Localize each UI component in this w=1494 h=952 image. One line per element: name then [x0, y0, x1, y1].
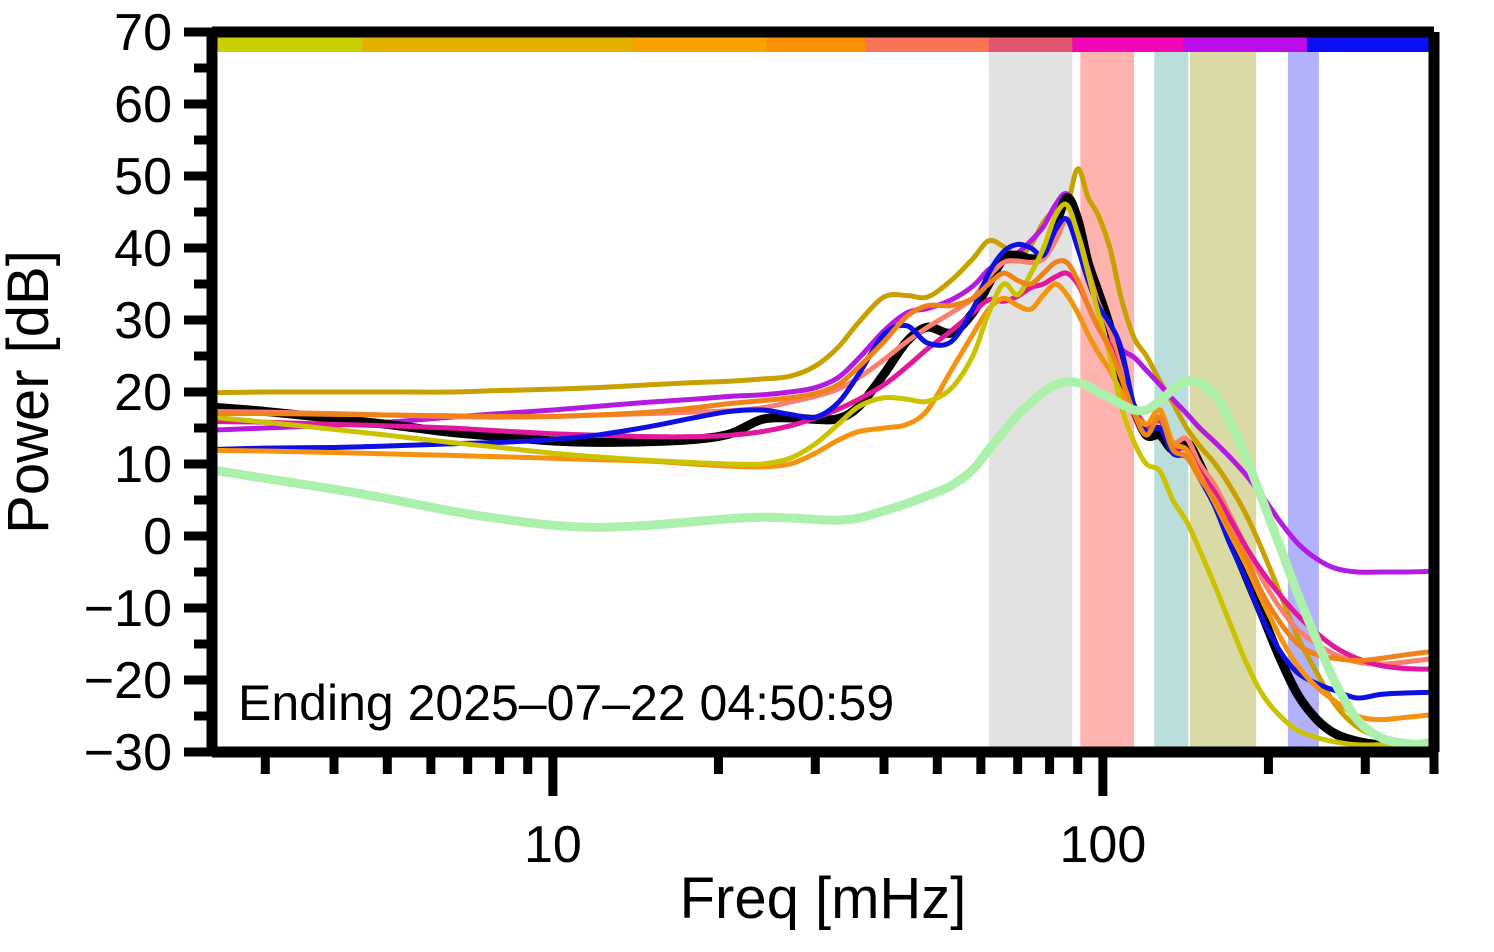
tick-labels-layer: −30 −20 −10 0 10 20 30 40 50 60 70 10 100	[84, 4, 1146, 874]
y-tick-label: 50	[114, 148, 172, 206]
series-blue	[209, 216, 1437, 701]
color-bar-segment-8	[1306, 37, 1435, 52]
color-bar-segment-2	[633, 37, 768, 52]
y-tick-label: 0	[143, 508, 172, 566]
top-color-bar	[212, 37, 1435, 52]
color-bar-segment-0	[212, 37, 363, 52]
axes-layer	[184, 26, 1440, 796]
y-tick-label: 20	[114, 364, 172, 422]
x-tick-label: 100	[1059, 816, 1146, 874]
series-layer	[207, 166, 1439, 751]
y-tick-label: −20	[84, 652, 172, 710]
y-tick-label: 30	[114, 292, 172, 350]
y-tick-label: −10	[84, 580, 172, 638]
series-magenta	[209, 270, 1437, 672]
series-lightgreen	[207, 376, 1439, 750]
series-orange-mid	[209, 258, 1437, 664]
y-tick-label: 40	[114, 220, 172, 278]
x-axis-title: Freq [mHz]	[680, 866, 967, 931]
y-tick-label: 70	[114, 4, 172, 62]
color-bar-segment-6	[1072, 37, 1184, 52]
ending-timestamp-annotation: Ending 2025–07–22 04:50:59	[238, 675, 894, 731]
color-bar-segment-4	[865, 37, 990, 52]
series-olive	[209, 201, 1437, 748]
color-bar-segment-5	[988, 37, 1073, 52]
color-bar-segment-1	[362, 37, 634, 52]
y-tick-label: 60	[114, 76, 172, 134]
y-tick-label: 10	[114, 436, 172, 494]
color-bar-segment-7	[1183, 37, 1308, 52]
x-tick-label: 10	[524, 816, 582, 874]
color-bar-segment-3	[766, 37, 866, 52]
y-tick-label: −30	[84, 724, 172, 782]
y-axis-title: Power [dB]	[0, 250, 61, 534]
